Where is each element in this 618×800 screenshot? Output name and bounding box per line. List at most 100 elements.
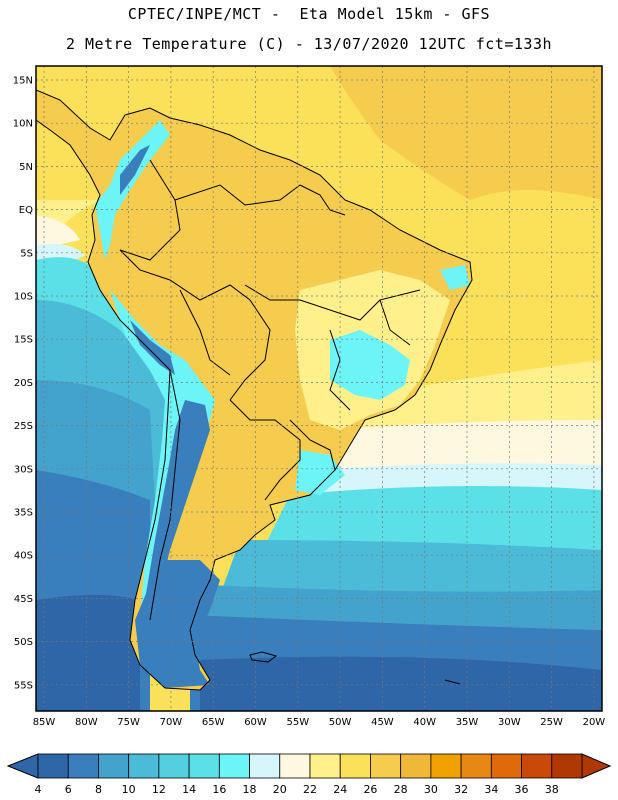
colorbar-label: 20 xyxy=(272,783,287,796)
falkland-islands xyxy=(249,651,278,663)
colorbar-label: 30 xyxy=(423,783,438,796)
ocean-cold5-region xyxy=(36,470,602,711)
graticule xyxy=(36,66,602,711)
longitude-label: 30W xyxy=(498,717,521,728)
latitude-label: 10S xyxy=(14,292,33,303)
ocean-cold6-region xyxy=(36,595,602,711)
paraguay-argentina-border xyxy=(229,399,301,501)
longitude-labels: 85W 80W 75W 70W 65W 60W 55W 50W 45W 40W 35W 30W 25W 2… xyxy=(33,717,606,728)
south-america-land xyxy=(36,90,472,690)
colorbar-swatch xyxy=(158,753,190,779)
peru-bolivia-brazil-border xyxy=(119,249,271,401)
longitude-label: 80W xyxy=(75,717,98,728)
colorbar-label: 10 xyxy=(121,783,136,796)
colorbar-label: 36 xyxy=(514,783,529,796)
brazil-state-line-2 xyxy=(329,329,351,411)
ocean-mild-region xyxy=(36,200,602,450)
map-title-line2: 2 Metre Temperature (C) - 13/07/2020 12U… xyxy=(65,35,553,53)
south-georgia xyxy=(444,679,461,685)
colorbar-swatch xyxy=(551,753,583,779)
colorbar-swatch xyxy=(128,753,160,779)
longitude-label: 55W xyxy=(286,717,309,728)
colorbar-label: 18 xyxy=(242,783,257,796)
colorbar-left-arrow xyxy=(6,753,39,779)
latitude-label: EQ xyxy=(19,205,33,216)
longitude-label: 40W xyxy=(413,717,436,728)
brazil-state-line-1 xyxy=(299,289,421,321)
longitude-label: 45W xyxy=(371,717,394,728)
colorbar-label: 34 xyxy=(484,783,499,796)
map-title-line1: CPTEC/INPE/MCT - Eta Model 15km - GFS xyxy=(127,5,491,23)
latitude-label: 5N xyxy=(19,162,33,173)
latitude-label: 30S xyxy=(14,464,33,475)
colorbar-swatch xyxy=(67,753,99,779)
latitude-label: 55S xyxy=(14,680,33,691)
colorbar-swatch xyxy=(400,753,432,779)
colorbar-swatch xyxy=(249,753,281,779)
colorbar-label: 12 xyxy=(151,783,166,796)
coastline xyxy=(36,89,473,691)
brazil-state-line-3 xyxy=(244,284,300,301)
colorbar-label: 32 xyxy=(454,783,469,796)
colorbar-swatch xyxy=(521,753,553,779)
colorbar xyxy=(6,753,612,779)
latitude-label: 5S xyxy=(20,248,33,259)
colorbar-label: 22 xyxy=(303,783,317,796)
longitude-label: 65W xyxy=(202,717,225,728)
colorbar-swatch xyxy=(370,753,402,779)
longitude-label: 35W xyxy=(456,717,479,728)
borders xyxy=(36,89,473,691)
venezuela-brazil-border xyxy=(174,184,301,206)
latitude-label: 25S xyxy=(14,421,33,432)
colorbar-label: 4 xyxy=(34,783,42,796)
colorbar-swatch xyxy=(339,753,371,779)
colorbar-label: 14 xyxy=(182,783,197,796)
ocean-hot-region xyxy=(330,66,602,200)
colorbar-label: 6 xyxy=(64,783,72,796)
latitude-label: 15S xyxy=(14,335,33,346)
colorbar-label: 38 xyxy=(544,783,559,796)
andes-cold-band xyxy=(120,145,210,630)
guianas-border xyxy=(299,184,346,216)
colorbar-label: 8 xyxy=(94,783,102,796)
colorbar-label: 26 xyxy=(363,783,378,796)
colorbar-label: 24 xyxy=(333,783,348,796)
colorbar-label: 28 xyxy=(393,783,408,796)
longitude-label: 70W xyxy=(160,717,183,728)
colorbar-swatch xyxy=(218,753,250,779)
colorbar-right-arrow xyxy=(581,753,612,779)
colorbar-swatch xyxy=(309,753,341,779)
colorbar-swatch xyxy=(460,753,492,779)
latitude-label: 45S xyxy=(14,594,33,605)
uruguay-border xyxy=(289,419,336,471)
colorbar-swatch xyxy=(490,753,522,779)
brazil-state-line-4 xyxy=(379,299,411,346)
colorbar-swatch xyxy=(188,753,220,779)
ocean-cold1-region xyxy=(36,243,602,505)
colorbar-label: 16 xyxy=(212,783,227,796)
colorbar-swatch xyxy=(279,753,311,779)
latitude-label: 10N xyxy=(13,119,33,130)
longitude-label: 75W xyxy=(117,717,140,728)
longitude-label: 60W xyxy=(244,717,267,728)
colorbar-swatch xyxy=(98,753,130,779)
latitude-label: 20S xyxy=(14,378,33,389)
map-frame xyxy=(35,65,603,712)
longitude-label: 20W xyxy=(583,717,606,728)
latitude-label: 40S xyxy=(14,551,33,562)
chile-argentina-border xyxy=(149,369,181,621)
longitude-label: 50W xyxy=(329,717,352,728)
latitude-labels: 15N 10N 5N EQ 5S 10S 15S 20S 25S 30S 35S 40S 45S 50S 5… xyxy=(13,76,33,692)
longitude-label: 85W xyxy=(33,717,56,728)
colombia-border xyxy=(119,159,181,261)
latitude-label: 15N xyxy=(13,76,33,87)
andes-cool-band xyxy=(95,120,215,640)
patagonia-cold-region xyxy=(135,560,220,688)
latitude-label: 50S xyxy=(14,637,33,648)
peru-bolivia-border xyxy=(179,289,231,376)
colorbar-swatch xyxy=(430,753,462,779)
latitude-label: 35S xyxy=(14,508,33,519)
longitude-label: 25W xyxy=(540,717,563,728)
map-field xyxy=(36,66,602,711)
